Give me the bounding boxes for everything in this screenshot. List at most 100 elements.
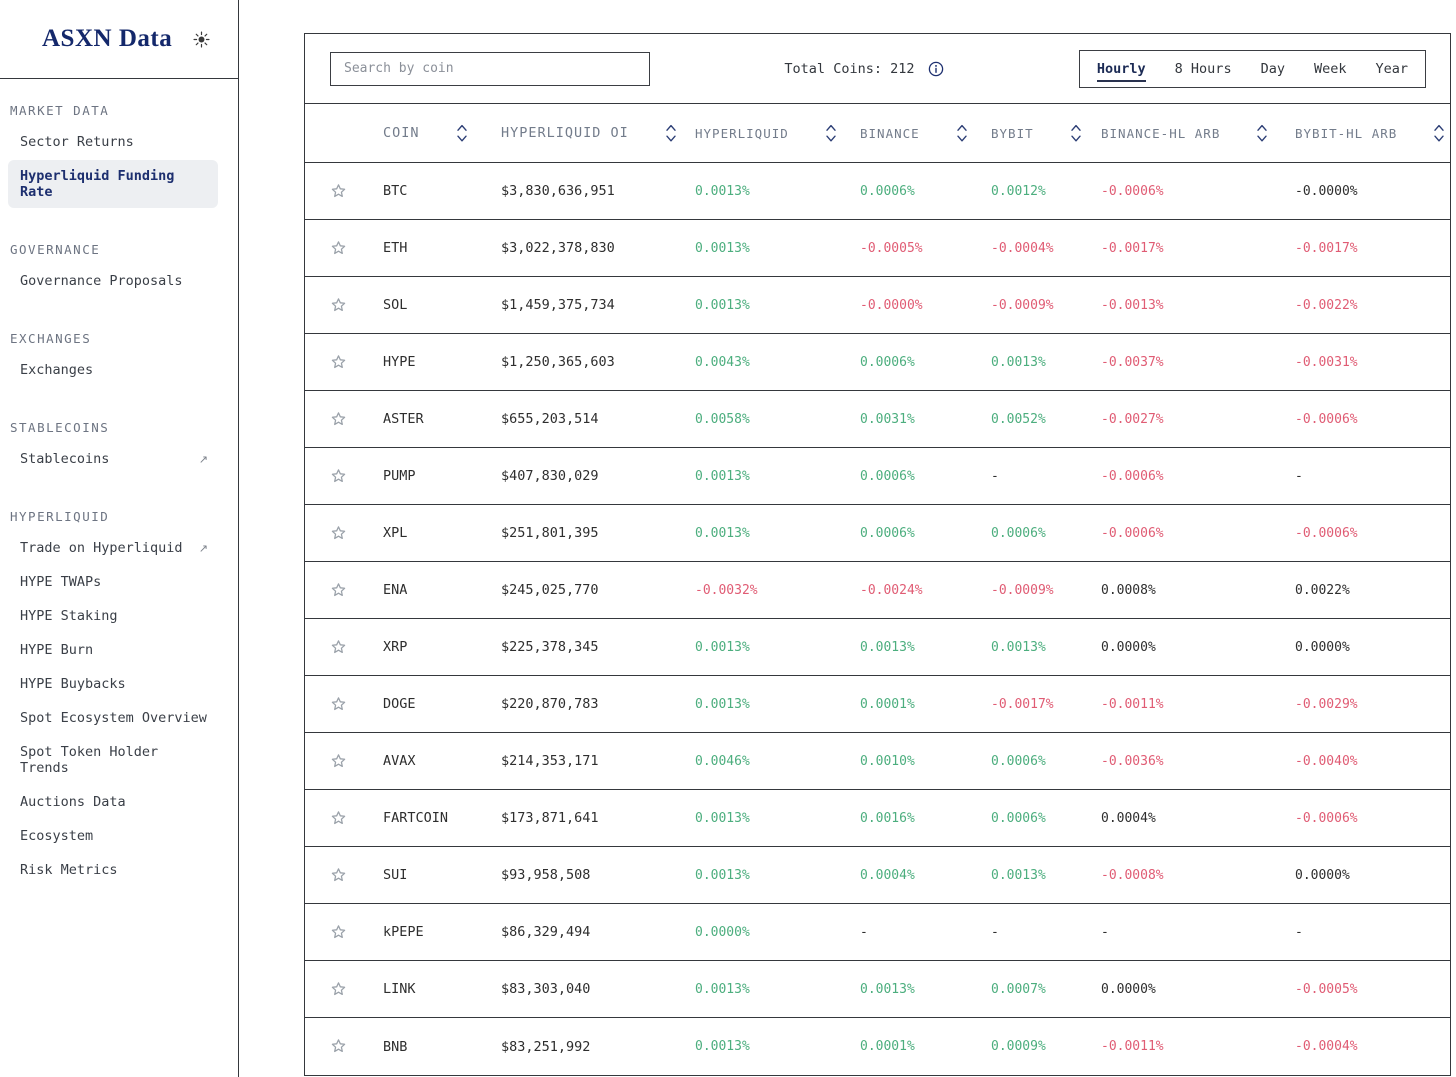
favorite-cell	[305, 524, 371, 543]
column-header-binance-hl-arb[interactable]: BINANCE-HL ARB	[1095, 123, 1289, 144]
table-row-btc[interactable]: BTC $3,830,636,951 0.0013% 0.0006% 0.0012% -0…	[305, 163, 1450, 220]
favorite-star-icon[interactable]	[329, 752, 348, 771]
coin-symbol: XPL	[383, 525, 408, 541]
favorite-star-icon[interactable]	[329, 1037, 348, 1056]
bybit-hl-arb: -0.0017%	[1295, 240, 1358, 256]
table-body: BTC $3,830,636,951 0.0013% 0.0006% 0.0012% -0…	[305, 163, 1450, 1075]
sidebar-item-hype-buybacks[interactable]: HYPE Buybacks	[8, 668, 218, 700]
favorite-star-icon[interactable]	[329, 809, 348, 828]
favorite-star-icon[interactable]	[329, 638, 348, 657]
bybit-rate: 0.0052%	[991, 411, 1046, 427]
hyperliquid-rate: 0.0013%	[695, 639, 750, 655]
favorite-cell	[305, 581, 371, 600]
favorite-star-icon[interactable]	[329, 581, 348, 600]
binance-rate: -0.0024%	[860, 582, 923, 598]
sidebar-item-hyperliquid-funding-rate[interactable]: Hyperliquid Funding Rate	[8, 160, 218, 208]
total-coins-label: Total Coins: 212	[784, 60, 915, 77]
table-row-bnb[interactable]: BNB $83,251,992 0.0013% 0.0001% 0.0009% -0.00…	[305, 1018, 1450, 1075]
theme-toggle-button[interactable]	[193, 30, 210, 48]
sidebar-item-spot-ecosystem-overview[interactable]: Spot Ecosystem Overview	[8, 702, 218, 734]
favorite-star-icon[interactable]	[329, 467, 348, 486]
sidebar-item-ecosystem[interactable]: Ecosystem	[8, 820, 218, 852]
table-row-avax[interactable]: AVAX $214,353,171 0.0046% 0.0010% 0.0006% -0.…	[305, 733, 1450, 790]
sidebar-item-risk-metrics[interactable]: Risk Metrics	[8, 854, 218, 886]
table-row-fartcoin[interactable]: FARTCOIN $173,871,641 0.0013% 0.0016% 0.0006…	[305, 790, 1450, 847]
sort-chevrons-icon[interactable]	[956, 123, 968, 144]
sidebar-item-stablecoins[interactable]: Stablecoins ↗	[8, 443, 218, 475]
column-header-hyperliquid[interactable]: HYPERLIQUID	[689, 123, 854, 144]
table-row-hype[interactable]: HYPE $1,250,365,603 0.0043% 0.0006% 0.0013% -…	[305, 334, 1450, 391]
section-gap	[0, 299, 238, 317]
bybit-rate: 0.0013%	[991, 354, 1046, 370]
hyperliquid-rate: 0.0046%	[695, 753, 750, 769]
sort-chevrons-icon[interactable]	[1256, 123, 1268, 144]
hyperliquid-rate: 0.0043%	[695, 354, 750, 370]
sort-chevrons-icon[interactable]	[825, 123, 837, 144]
info-icon[interactable]	[928, 61, 944, 77]
table-row-link[interactable]: LINK $83,303,040 0.0013% 0.0013% 0.0007% 0.00…	[305, 961, 1450, 1018]
sort-chevrons-icon[interactable]	[1433, 123, 1445, 144]
column-header-bybit-hl-arb[interactable]: BYBIT-HL ARB	[1289, 123, 1450, 144]
period-tab-week[interactable]: Week	[1313, 60, 1347, 77]
column-header-hyperliquid-oi[interactable]: HYPERLIQUID OI	[491, 123, 689, 144]
favorite-star-icon[interactable]	[329, 923, 348, 942]
table-row-doge[interactable]: DOGE $220,870,783 0.0013% 0.0001% -0.0017% -0…	[305, 676, 1450, 733]
search-input[interactable]	[330, 51, 650, 86]
sidebar-section-title-stablecoins: STABLECOINS	[10, 420, 110, 435]
sort-chevrons-icon[interactable]	[665, 123, 677, 144]
table-row-aster[interactable]: ASTER $655,203,514 0.0058% 0.0031% 0.0052% -0…	[305, 391, 1450, 448]
sidebar-item-sector-returns[interactable]: Sector Returns	[8, 126, 218, 158]
binance-hl-arb: 0.0008%	[1101, 582, 1156, 598]
table-row-sui[interactable]: SUI $93,958,508 0.0013% 0.0004% 0.0013% -0.00…	[305, 847, 1450, 904]
table-row-kpepe[interactable]: kPEPE $86,329,494 0.0000% - - - -	[305, 904, 1450, 961]
coin-symbol: LINK	[383, 981, 416, 997]
period-tab-8-hours[interactable]: 8 Hours	[1174, 60, 1232, 77]
sidebar-item-spot-token-holder-trends[interactable]: Spot Token Holder Trends	[8, 736, 218, 784]
favorite-star-icon[interactable]	[329, 695, 348, 714]
sidebar-item-hype-burn[interactable]: HYPE Burn	[8, 634, 218, 666]
favorite-star-icon[interactable]	[329, 524, 348, 543]
period-tab-hourly[interactable]: Hourly	[1096, 61, 1146, 82]
favorite-star-icon[interactable]	[329, 182, 348, 201]
table-row-sol[interactable]: SOL $1,459,375,734 0.0013% -0.0000% -0.0009%…	[305, 277, 1450, 334]
sidebar-item-label: Sector Returns	[20, 134, 134, 150]
sidebar-item-hype-twaps[interactable]: HYPE TWAPs	[8, 566, 218, 598]
bybit-hl-arb: -0.0004%	[1295, 1039, 1358, 1054]
sidebar-item-trade-on-hyperliquid[interactable]: Trade on Hyperliquid ↗	[8, 532, 218, 564]
column-header-label: BYBIT	[991, 125, 1034, 141]
favorite-star-icon[interactable]	[329, 980, 348, 999]
table-row-ena[interactable]: ENA $245,025,770 -0.0032% -0.0024% -0.0009% 0…	[305, 562, 1450, 619]
favorite-star-icon[interactable]	[329, 866, 348, 885]
sort-chevrons-icon[interactable]	[456, 123, 468, 144]
column-header-bybit[interactable]: BYBIT	[985, 123, 1095, 144]
period-tab-day[interactable]: Day	[1260, 60, 1285, 77]
favorite-star-icon[interactable]	[329, 239, 348, 258]
column-header-coin[interactable]: COIN	[371, 123, 491, 144]
table-row-xrp[interactable]: XRP $225,378,345 0.0013% 0.0013% 0.0013% 0.00…	[305, 619, 1450, 676]
bybit-hl-arb: -0.0040%	[1295, 753, 1358, 769]
table-row-xpl[interactable]: XPL $251,801,395 0.0013% 0.0006% 0.0006% -0.0…	[305, 505, 1450, 562]
total-coins: Total Coins: 212	[650, 61, 1079, 77]
favorite-star-icon[interactable]	[329, 353, 348, 372]
table-row-eth[interactable]: ETH $3,022,378,830 0.0013% -0.0005% -0.0004%…	[305, 220, 1450, 277]
column-header-binance[interactable]: BINANCE	[854, 123, 985, 144]
sidebar-item-hype-staking[interactable]: HYPE Staking	[8, 600, 218, 632]
column-header-label: COIN	[383, 125, 420, 141]
coin-symbol: kPEPE	[383, 924, 424, 940]
favorite-star-icon[interactable]	[329, 410, 348, 429]
favorite-star-icon[interactable]	[329, 296, 348, 315]
sidebar-nav: MARKET DATA Sector Returns Hyperliquid Fun…	[0, 79, 238, 886]
column-header-label: BINANCE	[860, 125, 920, 141]
sidebar-item-exchanges[interactable]: Exchanges	[8, 354, 218, 386]
sort-chevrons-icon[interactable]	[1070, 123, 1082, 144]
sidebar-item-auctions-data[interactable]: Auctions Data	[8, 786, 218, 818]
sidebar-item-label: Spot Token Holder Trends	[20, 744, 159, 776]
sidebar-section-title-hyperliquid: HYPERLIQUID	[10, 509, 110, 524]
favorite-cell	[305, 809, 371, 828]
sidebar-item-label: Stablecoins	[20, 451, 110, 467]
coin-symbol: AVAX	[383, 753, 416, 769]
favorite-cell	[305, 182, 371, 201]
period-tab-year[interactable]: Year	[1375, 60, 1408, 77]
sidebar-item-governance-proposals[interactable]: Governance Proposals	[8, 265, 218, 297]
table-row-pump[interactable]: PUMP $407,830,029 0.0013% 0.0006% - -0.0006% -	[305, 448, 1450, 505]
